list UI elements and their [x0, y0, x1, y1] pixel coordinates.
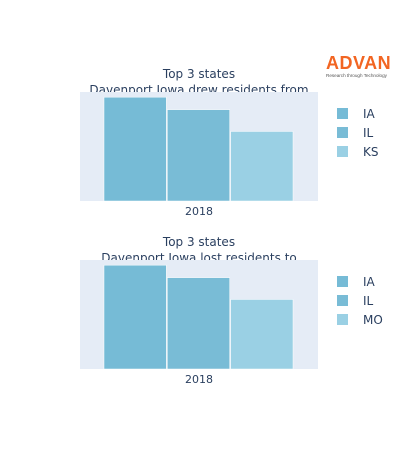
chart-title-line: Top 3 states [162, 67, 235, 81]
legend-label-ia[interactable]: IA [363, 275, 376, 289]
legend-swatch-ia[interactable] [337, 276, 348, 287]
legend-label-ia[interactable]: IA [363, 107, 376, 121]
chart-title-line: Top 3 states [162, 235, 235, 249]
x-tick-label: 2018 [185, 205, 213, 218]
chart-drew-residents: Top 3 states Davenport Iowa drew resident… [0, 62, 400, 252]
bar-il[interactable] [167, 109, 230, 202]
bar-mo[interactable] [230, 299, 294, 370]
x-tick-label: 2018 [185, 373, 213, 386]
legend-label-il[interactable]: IL [363, 126, 374, 140]
bar-ia[interactable] [103, 96, 167, 202]
legend-swatch-ia[interactable] [337, 108, 348, 119]
bar-ia[interactable] [103, 264, 167, 370]
bar-ks[interactable] [230, 131, 294, 202]
legend-swatch-il[interactable] [337, 295, 348, 306]
legend-swatch-mo[interactable] [337, 314, 348, 325]
bar-il[interactable] [167, 277, 230, 370]
legend-swatch-ks[interactable] [337, 146, 348, 157]
legend-label-ks[interactable]: KS [363, 145, 379, 159]
legend-swatch-il[interactable] [337, 127, 348, 138]
logo-tagline: Research through Technology [326, 73, 387, 78]
logo-wordmark: ADVAN [326, 53, 392, 73]
legend-label-mo[interactable]: MO [363, 313, 383, 327]
advan-logo: ADVAN Research through Technology [326, 54, 396, 78]
legend-label-il[interactable]: IL [363, 294, 374, 308]
chart-lost-residents: Top 3 states Davenport Iowa lost resident… [0, 230, 400, 420]
